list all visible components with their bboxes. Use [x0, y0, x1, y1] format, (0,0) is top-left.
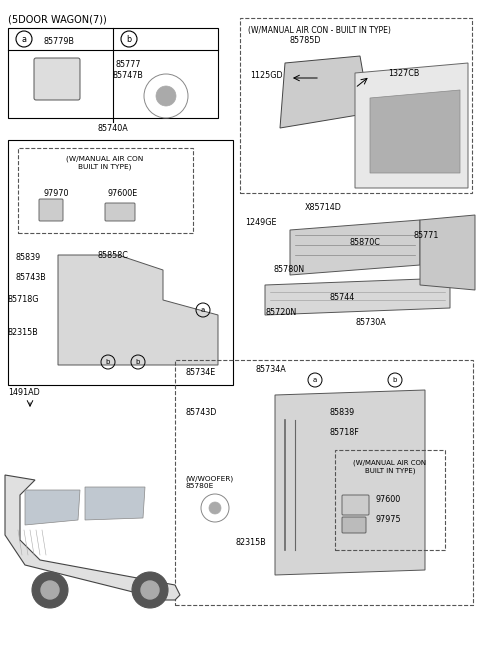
- Text: 85839: 85839: [16, 253, 41, 262]
- Bar: [18, 148, 193, 233]
- Text: 1249GE: 1249GE: [245, 218, 276, 227]
- Text: b: b: [136, 359, 140, 365]
- FancyBboxPatch shape: [39, 199, 63, 221]
- Polygon shape: [370, 90, 460, 173]
- Bar: [240, 18, 472, 193]
- Circle shape: [209, 502, 221, 514]
- Text: 85734A: 85734A: [255, 365, 286, 374]
- Polygon shape: [280, 56, 370, 128]
- FancyBboxPatch shape: [105, 203, 135, 221]
- Polygon shape: [420, 215, 475, 290]
- FancyBboxPatch shape: [34, 58, 80, 100]
- Bar: [8, 28, 218, 118]
- Bar: [175, 360, 473, 605]
- Text: 85779B: 85779B: [44, 37, 75, 45]
- Text: 97600: 97600: [375, 495, 400, 504]
- Circle shape: [41, 581, 59, 599]
- Text: (W/MANUAL AIR CON
BUILT IN TYPE): (W/MANUAL AIR CON BUILT IN TYPE): [66, 156, 144, 171]
- Text: 82315B: 82315B: [235, 538, 266, 547]
- Text: 85734E: 85734E: [185, 368, 215, 377]
- Text: 85730A: 85730A: [355, 318, 386, 327]
- Text: 1125GD: 1125GD: [250, 71, 283, 80]
- Text: 82315B: 82315B: [8, 328, 39, 337]
- Text: 85858C: 85858C: [98, 251, 129, 260]
- Polygon shape: [58, 255, 218, 365]
- Text: X85714D: X85714D: [305, 203, 342, 212]
- Text: 85839: 85839: [330, 408, 355, 417]
- Text: (W/MANUAL AIR CON
BUILT IN TYPE): (W/MANUAL AIR CON BUILT IN TYPE): [353, 460, 427, 474]
- Polygon shape: [275, 390, 425, 575]
- Text: a: a: [22, 35, 26, 43]
- FancyBboxPatch shape: [342, 517, 366, 533]
- Text: 97975: 97975: [375, 515, 401, 524]
- Polygon shape: [265, 278, 450, 315]
- Polygon shape: [85, 487, 145, 520]
- Circle shape: [132, 572, 168, 608]
- Text: b: b: [106, 359, 110, 365]
- Text: (5DOOR WAGON(7)): (5DOOR WAGON(7)): [8, 14, 107, 24]
- Polygon shape: [25, 490, 80, 525]
- Text: 85870C: 85870C: [350, 238, 381, 247]
- Text: b: b: [393, 377, 397, 383]
- Circle shape: [156, 86, 176, 106]
- Text: 1327CB: 1327CB: [388, 69, 420, 78]
- Bar: [335, 450, 445, 550]
- Text: a: a: [201, 307, 205, 313]
- Polygon shape: [290, 220, 420, 275]
- Text: 85720N: 85720N: [265, 308, 296, 317]
- Text: 97970: 97970: [43, 189, 69, 198]
- Text: 1491AD: 1491AD: [8, 388, 40, 397]
- Text: 85777
85747B: 85777 85747B: [113, 60, 144, 81]
- Text: 85743D: 85743D: [185, 408, 216, 417]
- Text: 85740A: 85740A: [97, 124, 128, 133]
- Polygon shape: [5, 475, 180, 600]
- Text: 85718F: 85718F: [330, 428, 360, 437]
- Text: (W/WOOFER)
85780E: (W/WOOFER) 85780E: [185, 475, 233, 489]
- Text: 85744: 85744: [330, 293, 355, 302]
- Text: 85780N: 85780N: [273, 265, 304, 274]
- Polygon shape: [355, 63, 468, 188]
- FancyBboxPatch shape: [342, 495, 369, 515]
- Circle shape: [32, 572, 68, 608]
- Text: 85771: 85771: [413, 231, 438, 240]
- Text: (W/MANUAL AIR CON - BUILT IN TYPE): (W/MANUAL AIR CON - BUILT IN TYPE): [248, 26, 391, 35]
- Text: 85785D: 85785D: [289, 36, 321, 45]
- Bar: [8, 140, 233, 385]
- Text: b: b: [126, 35, 132, 43]
- Text: 85718G: 85718G: [8, 295, 39, 304]
- Circle shape: [141, 581, 159, 599]
- Text: 85743B: 85743B: [16, 273, 47, 282]
- Text: 97600E: 97600E: [108, 189, 138, 198]
- Text: a: a: [313, 377, 317, 383]
